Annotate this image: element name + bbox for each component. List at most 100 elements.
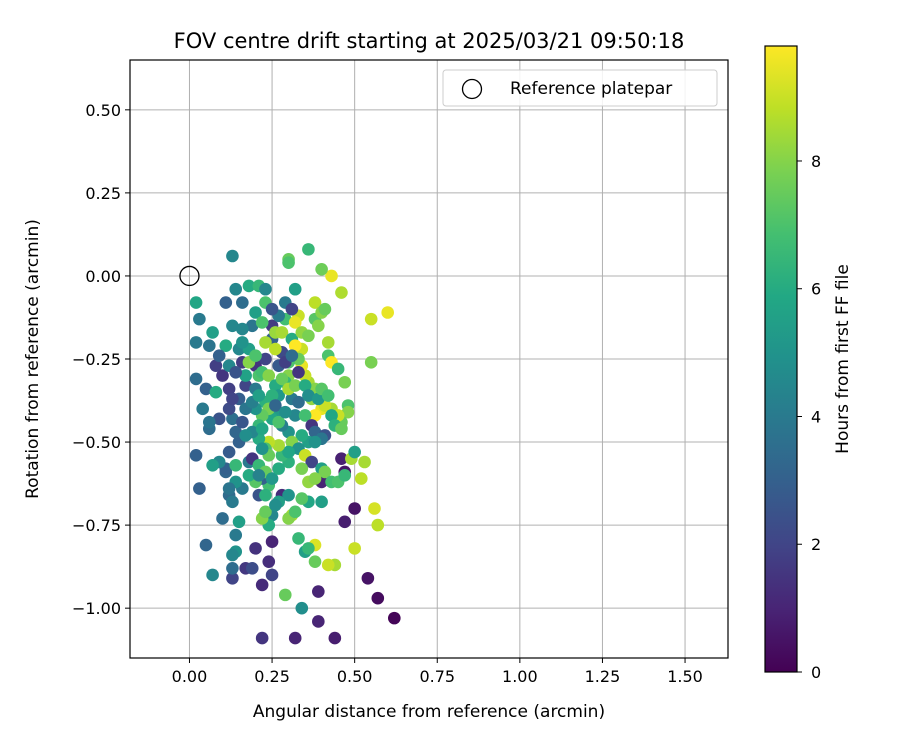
scatter-point [302,389,315,402]
scatter-point [282,488,295,502]
scatter-point [259,505,272,519]
y-axis-ticks: 0.50 0.25 0.00 −0.25 −0.50 −0.75 −1.00 [72,101,130,618]
scatter-point [321,336,335,349]
scatter-point [321,389,335,402]
x-axis-label: Angular distance from reference (arcmin) [253,702,605,722]
scatter-point [226,319,239,333]
scatter-point [298,379,312,392]
legend: Reference platepar [442,69,718,107]
scatter-point [328,631,342,645]
scatter-point [259,488,272,502]
scatter-point [226,412,239,426]
y-tick-label: 0.00 [85,267,121,286]
scatter-point [335,286,348,299]
colorbar-tick-label: 6 [811,280,821,299]
x-tick-label: 0.25 [254,667,290,686]
y-tick-label: −0.25 [72,350,121,369]
scatter-point [255,578,269,592]
scatter-point [189,336,203,349]
scatter-point [226,392,239,406]
scatter-point [236,296,249,309]
scatter-point [262,555,276,568]
scatter-point [216,512,229,525]
scatter-point [265,302,279,316]
scatter-point [249,542,262,555]
colorbar-tick-label: 8 [811,152,821,171]
scatter-point [272,439,285,452]
scatter-point [226,548,239,562]
grid-lines [130,60,728,658]
scatter-point [288,282,302,296]
scatter-point [308,472,322,485]
scatter-point [371,591,385,605]
scatter-point [285,349,299,362]
scatter-point [206,568,219,582]
colorbar-gradient [764,45,798,673]
scatter-point [282,256,295,269]
scatter-point [232,515,246,529]
scatter-point [239,369,252,382]
scatter-point [308,296,322,309]
scatter-point [222,402,236,416]
scatter-point [295,601,309,615]
scatter-point [361,571,375,585]
scatter-point [193,312,206,326]
colorbar-label: Hours from first FF file [833,264,853,454]
scatter-point [259,282,272,296]
scatter-point [189,296,203,309]
colorbar-ticks: 0 2 4 6 8 [797,152,821,682]
scatter-point [341,405,355,419]
scatter-point [259,336,272,349]
scatter-point [196,402,209,416]
scatter-point [206,459,219,472]
scatter-point [229,528,243,542]
legend-marker-icon [461,78,483,100]
chart-title: FOV centre drift starting at 2025/03/21 … [174,29,685,53]
scatter-point [226,495,239,509]
scatter-point [325,409,338,422]
scatter-point [295,492,309,505]
scatter-point [338,375,352,389]
scatter-point [364,356,378,369]
scatter-point [272,462,285,475]
scatter-point [308,435,322,449]
scatter-point [302,329,315,343]
scatter-point [295,429,309,442]
scatter-point [302,542,315,555]
scatter-point [282,445,295,459]
scatter-point [335,422,348,436]
scatter-point [216,369,229,382]
scatter-point [219,296,233,309]
scatter-point [288,505,302,519]
scatter-point [308,555,322,568]
colorbar: 0 2 4 6 8 Hours from first FF file [764,45,853,682]
scatter-point [255,422,269,436]
scatter-point [292,365,305,379]
x-tick-label: 0.50 [337,667,373,686]
scatter-point [269,342,282,356]
scatter-point [189,449,203,462]
scatter-point [265,389,279,402]
scatter-point [252,468,266,482]
x-tick-label: 1.25 [585,667,621,686]
y-tick-label: −0.75 [72,516,121,535]
scatter-point [288,631,302,645]
scatter-point [321,558,335,572]
scatter-point [312,392,325,406]
scatter-point [308,409,322,422]
scatter-point [229,425,243,439]
scatter-point [288,316,302,329]
scatter-point [239,379,252,392]
scatter-point [202,339,216,353]
scatter-point [358,455,371,469]
scatter-point [212,412,226,426]
x-tick-label: 1.50 [667,667,703,686]
scatter-point [245,562,259,575]
scatter-point [255,631,269,645]
scatter-point [249,349,262,362]
scatter-point [265,472,279,485]
y-tick-label: −1.00 [72,599,121,618]
scatter-points [179,243,401,645]
scatter-point [348,445,361,459]
scatter-point [371,518,385,532]
